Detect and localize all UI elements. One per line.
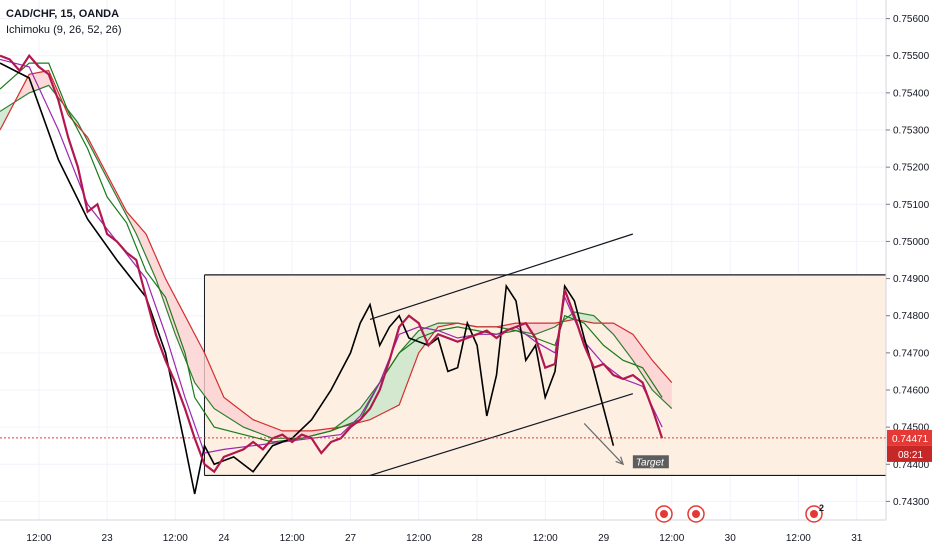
target-label-bg-0: [632, 455, 669, 469]
price-tick-label-10: 0.74600: [893, 386, 930, 397]
event-marker-dot-1: [692, 510, 700, 518]
price-tick-label-6: 0.75000: [893, 237, 930, 248]
target-label-0: Target: [636, 457, 665, 468]
price-tick-label-3: 0.75300: [893, 126, 930, 137]
price-tick-label-8: 0.74800: [893, 311, 930, 322]
price-tick-label-2: 0.75400: [893, 88, 930, 99]
countdown-tag: 08:21: [898, 450, 923, 461]
indicator-label[interactable]: Ichimoku (9, 26, 52, 26): [6, 24, 122, 36]
event-count-badge: 2: [819, 503, 824, 513]
time-tick-label-0: 12:00: [26, 533, 51, 544]
chikou-span-line: [0, 62, 615, 495]
symbol-title[interactable]: CAD/CHF, 15, OANDA: [6, 8, 120, 20]
price-tick-label-1: 0.75500: [893, 51, 930, 62]
senkou-span-a-line: [0, 84, 673, 439]
event-markers[interactable]: 2: [655, 503, 824, 523]
time-tick-label-9: 29: [598, 533, 610, 544]
channel-lower-line: [369, 393, 634, 477]
time-tick-label-3: 24: [218, 533, 230, 544]
price-line: [0, 53, 664, 474]
time-tick-label-6: 12:00: [406, 533, 431, 544]
price-tick-label-0: 0.75600: [893, 14, 930, 25]
time-tick-label-1: 23: [102, 533, 114, 544]
ichimoku-lines: [0, 53, 673, 495]
time-axis[interactable]: 12:00 23 12:00 24 12:00 27 12:00 28 12:00 29 12:00…: [0, 519, 886, 544]
consolidation-range: [203, 274, 886, 477]
countdown-tag-bg: [887, 445, 932, 462]
current-price-tag-bg: [887, 429, 932, 446]
price-tick-label-9: 0.74700: [893, 348, 930, 359]
current-price-tag: 0.74471: [892, 434, 929, 445]
time-tick-label-8: 12:00: [533, 533, 558, 544]
time-tick-label-10: 12:00: [659, 533, 684, 544]
price-tick-label-4: 0.75200: [893, 163, 930, 174]
chart-legend: CAD/CHF, 15, OANDA Ichimoku (9, 26, 52, …: [6, 6, 122, 38]
time-tick-label-2: 12:00: [163, 533, 188, 544]
cloud-segment-4: [335, 323, 502, 428]
target-arrow-head: [615, 456, 625, 466]
event-marker-dot-2: [810, 510, 818, 518]
cloud-segment-1: [19, 70, 64, 104]
time-tick-label-12: 12:00: [786, 533, 811, 544]
cloud-segment-3: [87, 137, 336, 439]
time-tick-label-4: 12:00: [280, 533, 305, 544]
price-tick-label-5: 0.75100: [893, 200, 930, 211]
channel-upper-line: [369, 233, 634, 320]
time-tick-label-11: 30: [725, 533, 737, 544]
event-marker-dot-0: [660, 510, 668, 518]
price-tick-label-13: 0.74300: [893, 497, 930, 508]
trend-channel: Target: [0, 233, 886, 477]
price-tick-label-12: 0.74400: [893, 460, 930, 471]
time-tick-label-5: 27: [345, 533, 357, 544]
time-tick-label-7: 28: [472, 533, 484, 544]
price-axis[interactable]: 0.75600 0.75500 0.75400 0.75300 0.75200 0.751…: [885, 0, 932, 520]
range-box-fill: [204, 274, 886, 476]
price-tick-label-11: 0.74500: [893, 423, 930, 434]
price-tick-label-7: 0.74900: [893, 274, 930, 285]
target-arrow-shaft: [583, 423, 624, 465]
time-tick-label-13: 31: [851, 533, 863, 544]
